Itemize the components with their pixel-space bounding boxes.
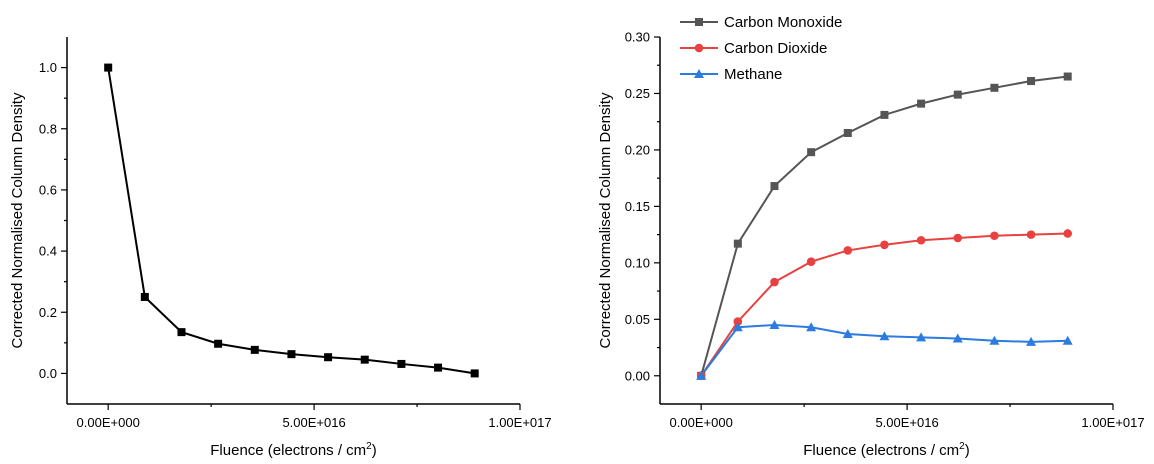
x-tick-label: 0.00E+000 <box>77 415 140 430</box>
data-point <box>1063 72 1072 81</box>
data-point <box>916 235 926 245</box>
x-axis-title-end: ) <box>965 442 970 459</box>
legend-label-2: Methane <box>724 66 782 83</box>
y-tick-label: 0.15 <box>625 199 650 214</box>
x-axis-title: Fluence (electrons / cm2) <box>803 441 969 459</box>
y-tick-label: 0.0 <box>39 366 57 381</box>
y-tick-label: 0.30 <box>625 30 650 45</box>
data-point <box>397 359 406 368</box>
y-tick-label: 0.6 <box>39 182 57 197</box>
y-axis-title: Corrected Normalised Column Density <box>597 92 614 348</box>
y-axis-title: Corrected Normalised Column Density <box>9 92 26 348</box>
series-line-1 <box>700 232 1068 377</box>
y-tick-label: 0.00 <box>625 368 650 383</box>
series-line-0 <box>700 75 1068 377</box>
data-point <box>917 99 926 108</box>
x-tick-label: 1.00E+017 <box>1081 415 1144 430</box>
y-tick-label: 0.4 <box>39 244 57 259</box>
legend-marker-1 <box>694 43 704 53</box>
data-point <box>916 332 927 342</box>
legend-marker-0 <box>695 18 703 26</box>
data-point <box>1026 336 1037 346</box>
data-point <box>360 355 369 364</box>
data-point <box>769 319 780 329</box>
data-point <box>1027 77 1036 86</box>
data-point <box>1062 335 1073 345</box>
data-point <box>1026 230 1036 239</box>
legend-label-1: Carbon Dioxide <box>724 40 827 57</box>
x-tick-label: 0.00E+000 <box>670 415 733 430</box>
data-point <box>287 350 296 359</box>
data-point <box>470 369 479 378</box>
data-point <box>953 90 962 99</box>
legend-marker-2 <box>694 69 704 78</box>
data-point <box>770 277 779 287</box>
data-point <box>806 322 817 332</box>
x-tick-label: 1.00E+017 <box>488 415 551 430</box>
data-point <box>842 328 853 338</box>
y-tick-label: 0.05 <box>625 312 650 327</box>
x-axis-title-superscript: 2 <box>959 441 965 452</box>
data-point <box>989 335 1000 345</box>
y-tick-label: 0.10 <box>625 255 650 270</box>
x-tick-label: 5.00E+016 <box>875 415 938 430</box>
data-point <box>177 328 186 337</box>
data-point <box>140 292 149 301</box>
y-tick-label: 0.25 <box>625 86 650 101</box>
y-tick-label: 0.2 <box>39 305 57 320</box>
data-point <box>696 370 707 380</box>
x-axis-title-main: Fluence (electrons / cm <box>210 442 366 459</box>
data-point <box>843 128 852 137</box>
data-point <box>733 239 742 248</box>
data-point <box>770 182 779 191</box>
data-point <box>843 246 853 255</box>
data-point <box>214 339 223 348</box>
chart-right: 0.00 0.05 0.10 0.15 0.20 0.25 0.30 0.00E+000 5.0… <box>597 14 1145 459</box>
data-point <box>879 331 890 341</box>
y-tick-label: 0.20 <box>625 142 650 157</box>
x-axis-title-end: ) <box>372 442 377 459</box>
data-point <box>990 231 999 241</box>
x-axis-title-main: Fluence (electrons / cm <box>803 442 959 459</box>
data-point <box>324 353 333 362</box>
data-point <box>990 83 999 92</box>
data-point <box>434 363 443 372</box>
data-point <box>250 345 259 354</box>
x-axis-title: Fluence (electrons / cm2) <box>210 441 376 459</box>
series-line-0 <box>107 67 475 375</box>
legend-label-0: Carbon Monoxide <box>724 14 842 31</box>
data-point <box>733 317 743 326</box>
data-point <box>952 333 963 343</box>
chart-left: 0.0 0.2 0.4 0.6 0.8 1.0 0.00E+000 5.00E+016 1.00… <box>9 37 552 459</box>
y-tick-label: 1.0 <box>39 60 57 75</box>
data-point <box>880 240 889 250</box>
data-point <box>1063 229 1072 238</box>
data-point <box>732 322 743 332</box>
data-point <box>104 63 113 72</box>
data-point <box>806 257 816 267</box>
x-tick-label: 5.00E+016 <box>282 415 345 430</box>
data-point <box>953 233 963 243</box>
data-point <box>880 110 889 119</box>
data-point <box>807 148 816 157</box>
x-axis-title-superscript: 2 <box>366 441 372 452</box>
y-tick-label: 0.8 <box>39 121 57 136</box>
